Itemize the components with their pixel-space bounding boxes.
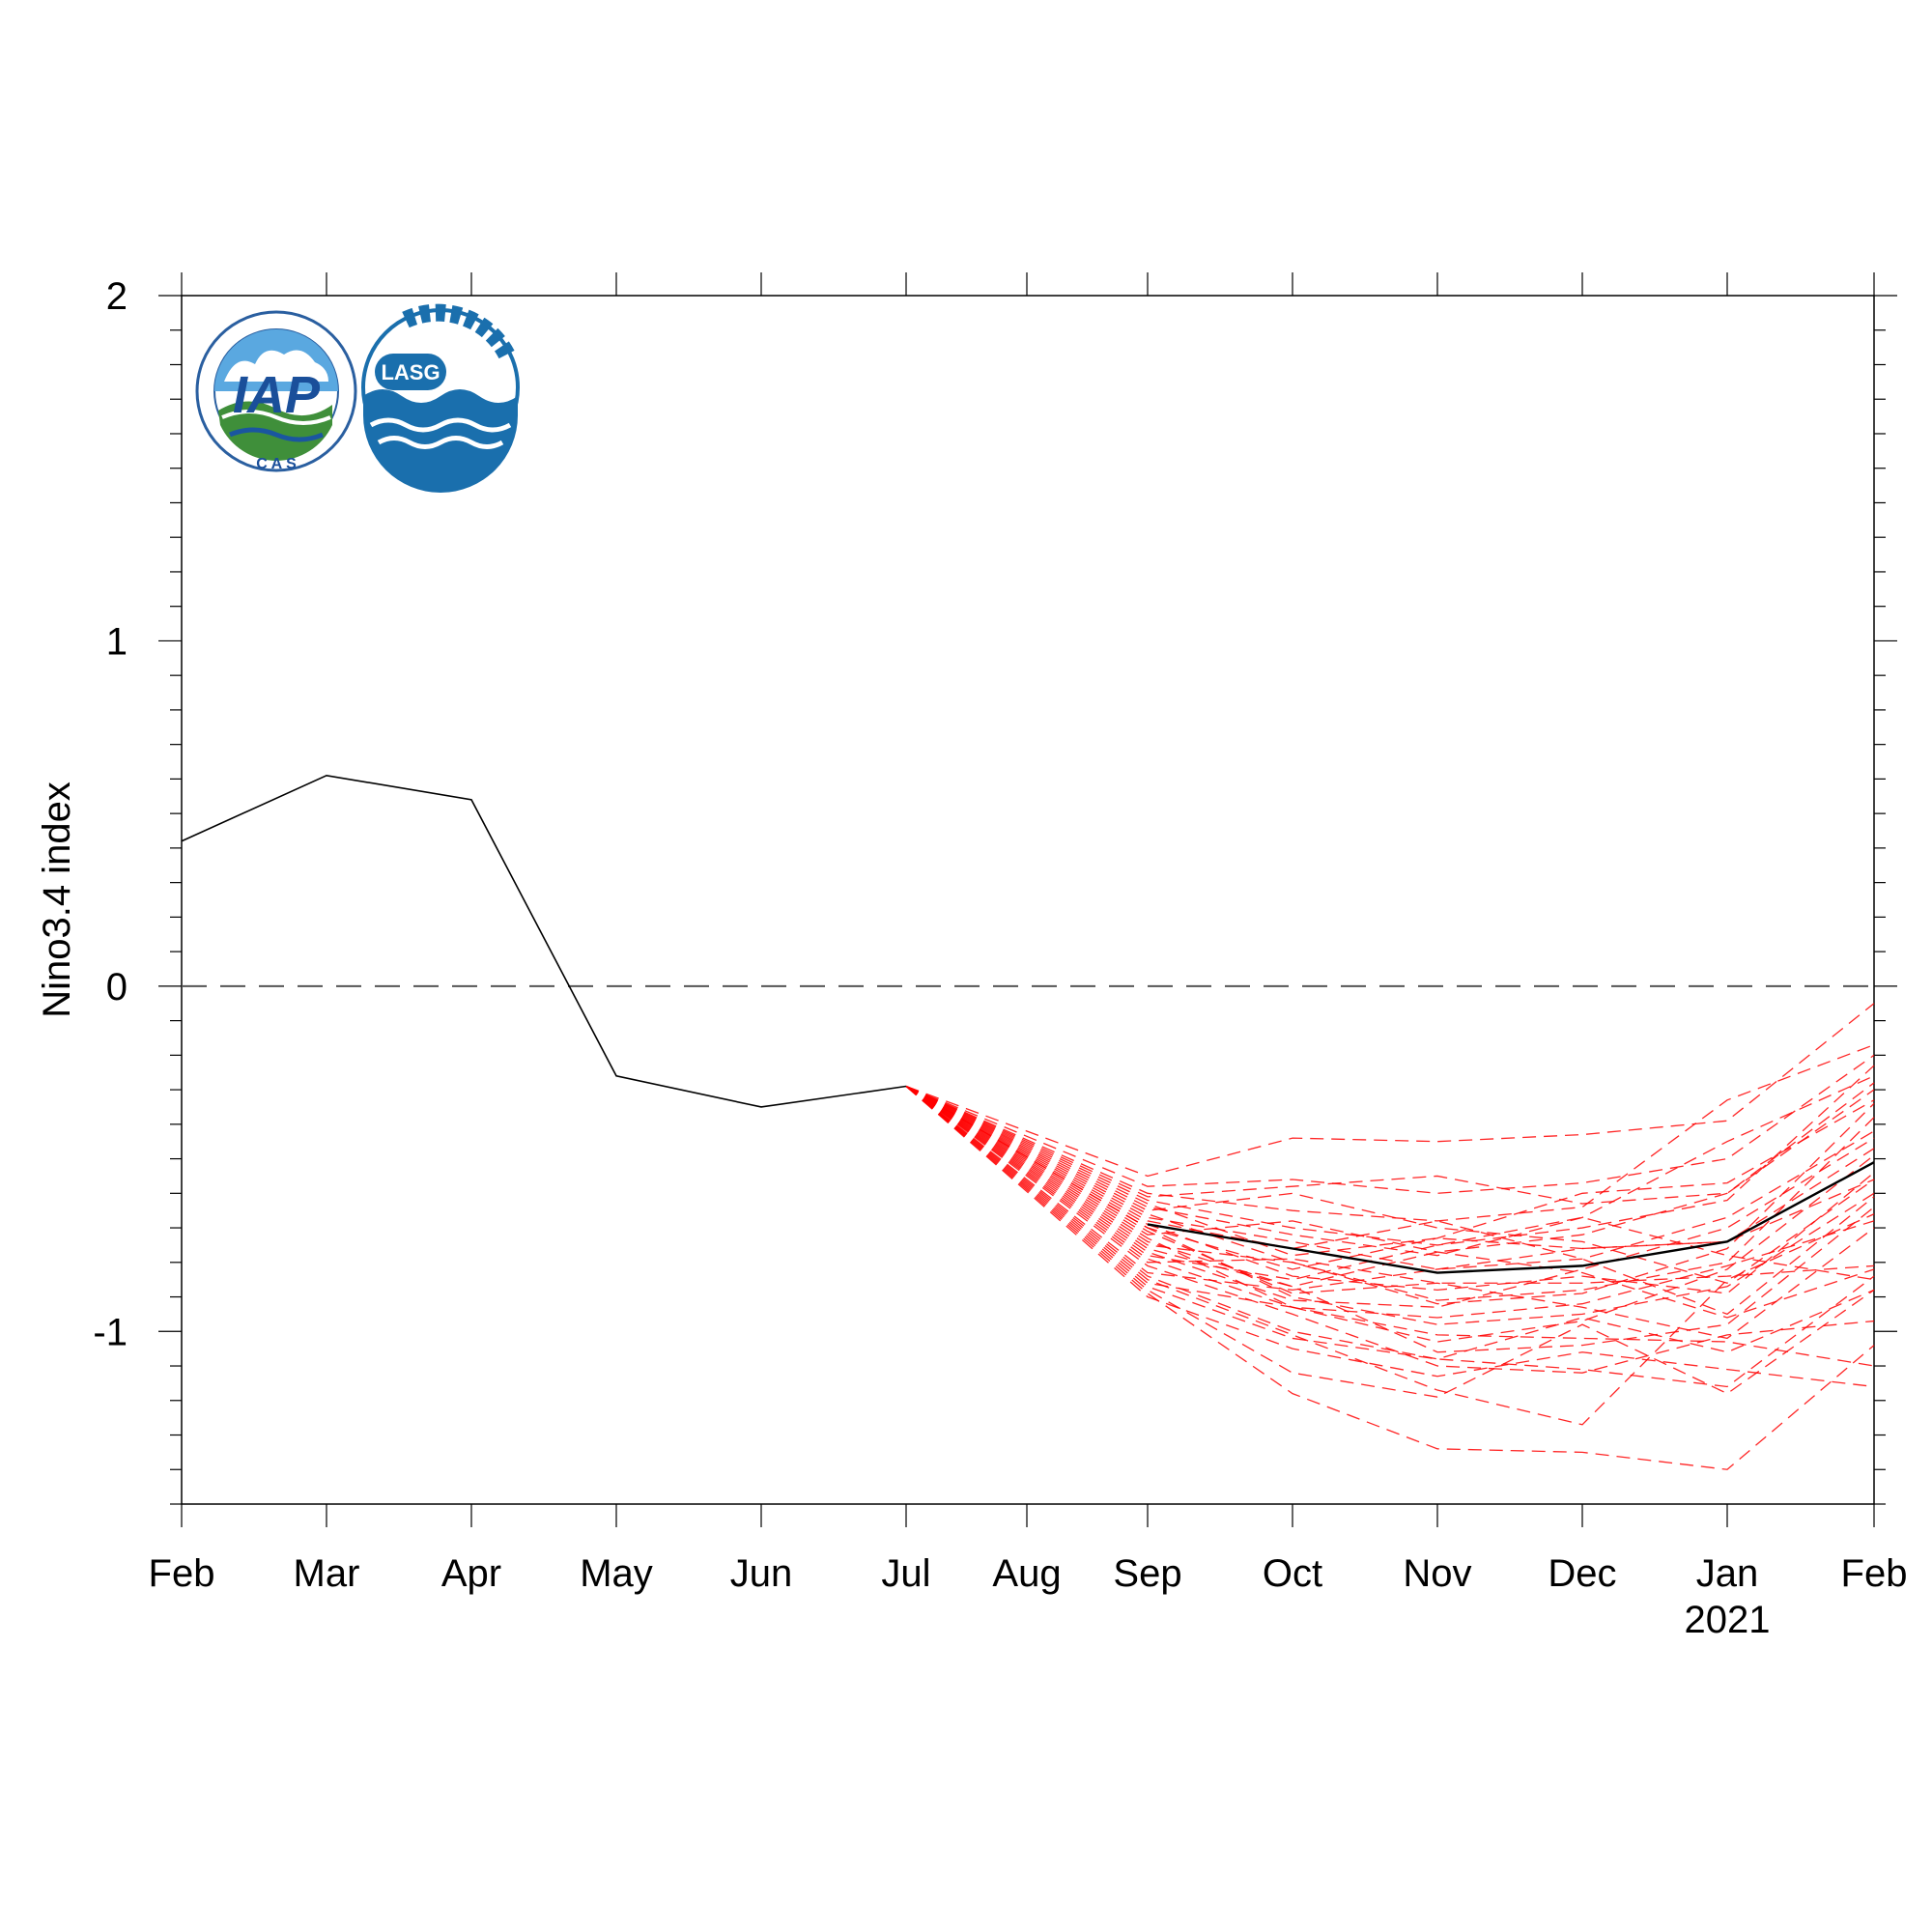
member-line	[905, 1085, 1875, 1205]
x-tick-label: Jun	[730, 1552, 793, 1595]
observed-line	[181, 774, 907, 1108]
member-line	[905, 1075, 1875, 1257]
member-line	[905, 1085, 1875, 1305]
member-line	[905, 1086, 1875, 1426]
member-line	[905, 1085, 1875, 1270]
member-line	[905, 1085, 1875, 1292]
member-line	[905, 1085, 1875, 1316]
x-tick-label: Feb	[149, 1552, 215, 1595]
x-tick-label: Apr	[441, 1552, 501, 1595]
svg-text:C A S: C A S	[256, 456, 297, 472]
x-tick-label: May	[580, 1552, 653, 1595]
y-tick-label: 1	[106, 620, 128, 663]
member-line	[905, 1003, 1875, 1178]
y-tick-label: 2	[106, 275, 128, 318]
iap-cas-logo: IAP C A S	[195, 310, 357, 472]
member-line	[905, 1085, 1875, 1281]
member-line	[905, 1044, 1875, 1222]
x-tick-label: Jan	[1696, 1552, 1759, 1595]
member-line	[905, 1054, 1875, 1194]
x-tick-label: Mar	[294, 1552, 360, 1595]
member-line	[905, 1086, 1875, 1360]
member-line	[905, 1082, 1875, 1288]
member-line	[905, 1085, 1875, 1319]
member-line	[905, 1085, 1875, 1284]
member-line	[905, 1085, 1875, 1343]
x-tick-label: Dec	[1548, 1552, 1616, 1595]
svg-text:IAP: IAP	[233, 366, 321, 424]
x-tick-label: Nov	[1403, 1552, 1471, 1595]
member-line	[905, 1085, 1875, 1325]
member-line	[905, 1085, 1875, 1284]
logos: IAP C A S LASG	[195, 303, 520, 493]
x-tick-label: Aug	[992, 1552, 1061, 1595]
x-tick-label: Oct	[1263, 1552, 1322, 1595]
member-line	[905, 1086, 1875, 1319]
member-line	[905, 1085, 1875, 1308]
member-line	[905, 1085, 1875, 1367]
x-tick-label: Feb	[1841, 1552, 1908, 1595]
x-year-label: 2021	[1685, 1599, 1771, 1641]
member-line	[905, 1085, 1875, 1301]
ensemble-mean-line	[1147, 1161, 1875, 1274]
member-line	[905, 1065, 1875, 1246]
member-line	[905, 1086, 1875, 1388]
member-line	[905, 1085, 1875, 1340]
member-line	[905, 1086, 1875, 1398]
y-tick-label: -1	[93, 1311, 128, 1353]
member-line	[905, 1085, 1875, 1353]
svg-text:LASG: LASG	[381, 360, 440, 384]
y-axis-title: Nino3.4 index	[36, 781, 78, 1018]
plot-frame	[181, 295, 1875, 1505]
x-tick-label: Jul	[881, 1552, 930, 1595]
member-line	[905, 1086, 1875, 1470]
lasg-logo: LASG	[361, 303, 520, 493]
x-tick-label: Sep	[1113, 1552, 1181, 1595]
member-line	[905, 1085, 1875, 1374]
y-tick-label: 0	[106, 966, 128, 1009]
member-line	[905, 1086, 1875, 1388]
